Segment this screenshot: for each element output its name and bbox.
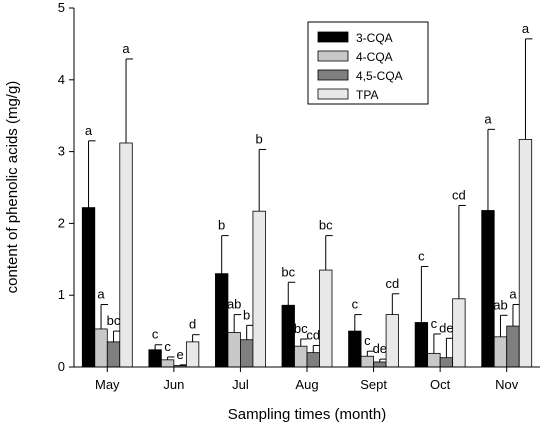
legend: 3-CQA 4-CQA 4,5-CQA TPA xyxy=(307,21,429,105)
bar xyxy=(306,352,320,368)
legend-swatch xyxy=(317,50,349,62)
bar xyxy=(414,322,429,368)
significance-label: cd xyxy=(306,327,320,342)
bar xyxy=(385,314,399,368)
significance-label: c xyxy=(364,333,371,348)
significance-label: a xyxy=(85,123,93,138)
bar xyxy=(185,341,200,368)
bar xyxy=(227,332,241,368)
bar xyxy=(439,357,454,368)
bar xyxy=(119,142,133,368)
legend-label: 4,5-CQA xyxy=(356,69,403,83)
y-tick-label: 3 xyxy=(58,144,65,159)
bar xyxy=(148,349,162,368)
bar xyxy=(215,273,229,368)
significance-label: a xyxy=(522,21,530,36)
bar xyxy=(319,269,333,368)
bar xyxy=(106,341,121,368)
significance-label: c xyxy=(418,248,425,263)
x-tick-label: Jun xyxy=(163,377,184,392)
x-axis-title: Sampling times (month) xyxy=(228,406,386,423)
significance-label: b xyxy=(256,131,263,146)
y-tick-label: 4 xyxy=(58,72,65,87)
significance-label: bc xyxy=(281,264,295,279)
bar xyxy=(160,359,175,368)
legend-label: 4-CQA xyxy=(356,50,393,64)
significance-label: de xyxy=(439,320,453,335)
x-tick-label: Sept xyxy=(360,377,387,392)
significance-label: b xyxy=(218,218,225,233)
significance-label: cd xyxy=(385,276,399,291)
significance-label: a xyxy=(484,111,492,126)
significance-label: bc xyxy=(319,218,333,233)
legend-swatch xyxy=(317,31,349,43)
significance-label: ab xyxy=(493,297,507,312)
bar xyxy=(281,304,295,368)
bar xyxy=(81,207,96,368)
significance-label: ab xyxy=(227,297,241,312)
y-tick-label: 5 xyxy=(58,0,65,15)
significance-label: e xyxy=(176,347,183,362)
significance-label: c xyxy=(431,316,438,331)
bar xyxy=(294,345,308,368)
axes-layer xyxy=(73,8,540,368)
bar xyxy=(506,325,520,368)
legend-label: 3-CQA xyxy=(356,31,393,45)
bar xyxy=(240,339,254,368)
bar xyxy=(348,330,362,368)
legend-swatch xyxy=(317,69,349,81)
y-axis-title: content of phenolic acids (mg/g) xyxy=(4,81,21,294)
bar xyxy=(518,138,533,368)
bar xyxy=(427,352,441,368)
y-tick-label: 0 xyxy=(58,359,65,374)
bar xyxy=(94,328,108,368)
significance-label: a xyxy=(509,287,517,302)
bar xyxy=(373,361,387,368)
bar xyxy=(493,336,508,368)
significance-label: bc xyxy=(107,313,121,328)
legend-swatch xyxy=(317,88,349,100)
legend-label: TPA xyxy=(356,88,378,102)
significance-label: de xyxy=(373,341,387,356)
x-tick-label: Oct xyxy=(430,377,451,392)
significance-label: c xyxy=(164,339,171,354)
significance-label: bc xyxy=(294,321,308,336)
significance-label: c xyxy=(352,297,359,312)
significance-label: a xyxy=(97,287,105,302)
bar xyxy=(452,298,466,368)
significance-label: b xyxy=(243,307,250,322)
x-tick-label: Nov xyxy=(495,377,519,392)
x-tick-label: Jul xyxy=(232,377,249,392)
y-tick-label: 2 xyxy=(58,215,65,230)
significance-label: c xyxy=(152,327,159,342)
ticks-layer: 0 1 2 3 4 5 May Jun Jul Aug Sept Oct Nov xyxy=(58,0,519,392)
x-tick-label: Aug xyxy=(295,377,318,392)
x-tick-label: May xyxy=(95,377,120,392)
significance-label: cd xyxy=(452,187,466,202)
bar xyxy=(360,355,374,368)
bar xyxy=(481,210,495,368)
significance-label: d xyxy=(189,317,196,332)
y-tick-label: 1 xyxy=(58,287,65,302)
significance-label: a xyxy=(122,41,130,56)
bar xyxy=(252,210,266,368)
